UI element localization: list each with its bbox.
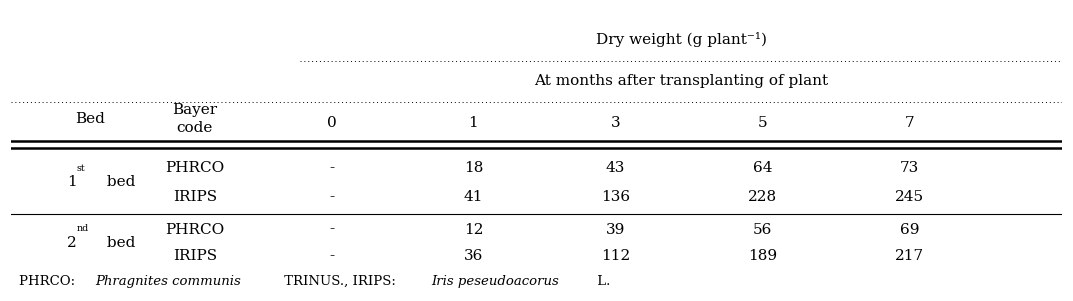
Text: -: - (329, 161, 334, 175)
Text: 7: 7 (905, 116, 914, 130)
Text: PHRCO: PHRCO (165, 222, 224, 237)
Text: Phragnites communis: Phragnites communis (95, 275, 241, 288)
Text: 228: 228 (748, 190, 777, 204)
Text: 217: 217 (895, 249, 924, 263)
Text: 41: 41 (464, 190, 483, 204)
Text: PHRCO:: PHRCO: (19, 275, 79, 288)
Text: 189: 189 (748, 249, 777, 263)
Text: At months after transplanting of plant: At months after transplanting of plant (534, 74, 828, 88)
Text: nd: nd (77, 224, 89, 233)
Text: -: - (329, 222, 334, 237)
Text: 43: 43 (605, 161, 626, 175)
Text: 56: 56 (753, 222, 773, 237)
Text: 112: 112 (601, 249, 630, 263)
Text: bed: bed (102, 175, 135, 189)
Text: IRIPS: IRIPS (173, 190, 217, 204)
Text: -: - (329, 190, 334, 204)
Text: Iris peseudoacorus: Iris peseudoacorus (431, 275, 559, 288)
Text: TRINUS., IRIPS:: TRINUS., IRIPS: (280, 275, 400, 288)
Text: Dry weight (g plant⁻¹): Dry weight (g plant⁻¹) (596, 32, 766, 47)
Text: 136: 136 (601, 190, 630, 204)
Text: 12: 12 (464, 222, 483, 237)
Text: 2: 2 (68, 236, 77, 250)
Text: 5: 5 (758, 116, 767, 130)
Text: 39: 39 (605, 222, 626, 237)
Text: 69: 69 (900, 222, 920, 237)
Text: 3: 3 (611, 116, 620, 130)
Text: bed: bed (102, 236, 135, 250)
Text: st: st (77, 164, 86, 173)
Text: 0: 0 (326, 116, 336, 130)
Text: 245: 245 (895, 190, 924, 204)
Text: 1: 1 (469, 116, 479, 130)
Text: PHRCO: PHRCO (165, 161, 224, 175)
Text: 36: 36 (464, 249, 483, 263)
Text: Bed: Bed (75, 112, 104, 126)
Text: -: - (329, 249, 334, 263)
Text: 18: 18 (464, 161, 483, 175)
Text: Bayer
code: Bayer code (172, 104, 218, 135)
Text: L.: L. (593, 275, 611, 288)
Text: IRIPS: IRIPS (173, 249, 217, 263)
Text: 73: 73 (900, 161, 920, 175)
Text: 1: 1 (68, 175, 77, 189)
Text: 64: 64 (753, 161, 773, 175)
